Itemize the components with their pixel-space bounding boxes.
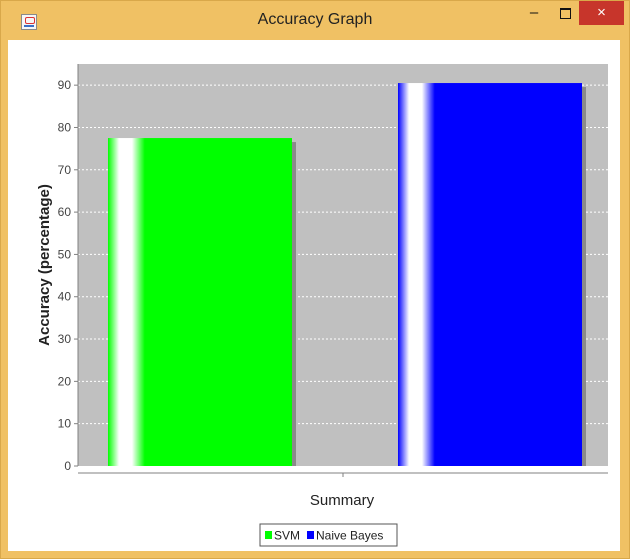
y-tick-label: 70 bbox=[58, 163, 72, 177]
title-bar[interactable]: Accuracy Graph – × bbox=[1, 1, 629, 41]
y-tick-label: 0 bbox=[64, 459, 71, 473]
y-tick-label: 60 bbox=[58, 205, 72, 219]
y-tick-label: 50 bbox=[58, 247, 72, 261]
maximize-button[interactable] bbox=[551, 1, 579, 25]
close-icon: × bbox=[597, 4, 606, 21]
x-axis-label: Summary bbox=[310, 492, 375, 509]
y-tick-label: 80 bbox=[58, 120, 72, 134]
legend-swatch-svm bbox=[265, 531, 272, 539]
y-tick-label: 10 bbox=[58, 417, 72, 431]
window-title: Accuracy Graph bbox=[257, 11, 373, 28]
y-tick-label: 90 bbox=[58, 78, 72, 92]
legend-swatch-naive-bayes bbox=[307, 531, 314, 539]
legend-label: SVM bbox=[274, 529, 300, 543]
y-tick-label: 30 bbox=[58, 332, 72, 346]
bar-naive-bayes bbox=[398, 83, 582, 466]
minimize-button[interactable]: – bbox=[520, 1, 548, 25]
y-tick-label: 40 bbox=[58, 290, 72, 304]
close-button[interactable]: × bbox=[579, 1, 624, 25]
legend-label: Naive Bayes bbox=[316, 529, 383, 543]
minimize-icon: – bbox=[529, 4, 539, 21]
y-axis-label: Accuracy (percentage) bbox=[36, 184, 53, 346]
bar-svm bbox=[108, 138, 292, 467]
legend-box bbox=[259, 523, 398, 547]
maximize-icon bbox=[559, 7, 571, 19]
y-tick-label: 20 bbox=[58, 374, 72, 388]
java-app-icon[interactable] bbox=[21, 14, 37, 30]
